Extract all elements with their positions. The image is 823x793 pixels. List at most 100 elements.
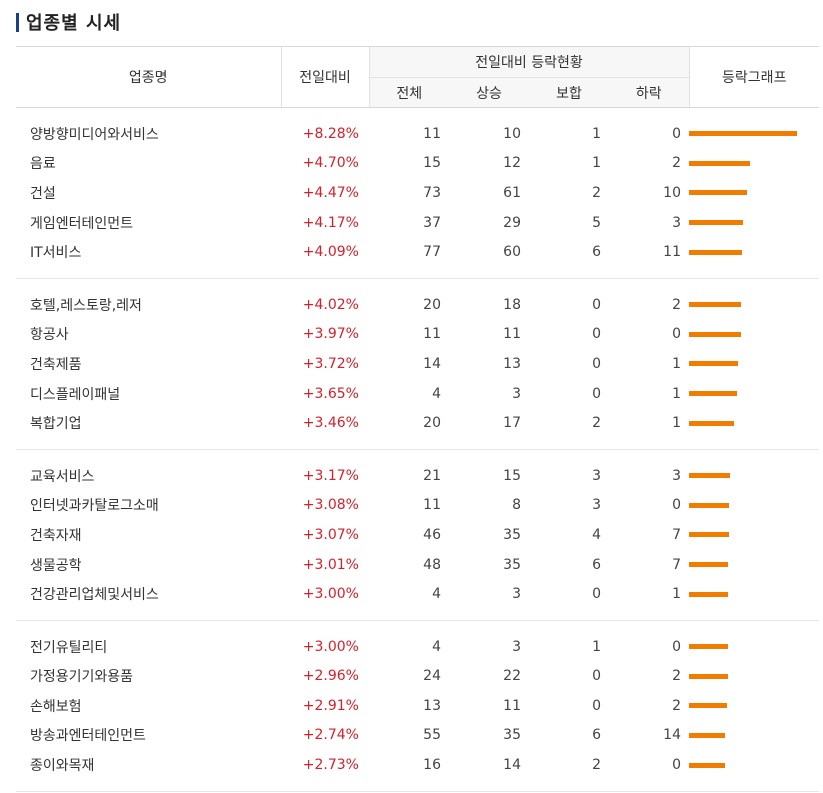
change-rate: +4.17% bbox=[302, 214, 359, 231]
count-up: 35 bbox=[503, 727, 521, 744]
change-bar bbox=[689, 220, 743, 226]
change-bar bbox=[689, 762, 725, 768]
change-graph bbox=[689, 579, 819, 609]
table-row[interactable]: 전기유틸리티 +3.00% 4 3 1 0 bbox=[16, 632, 819, 662]
table-row[interactable]: 생물공학 +3.01% 48 35 6 7 bbox=[16, 550, 819, 580]
count-up: 60 bbox=[503, 244, 521, 261]
change-rate: +2.74% bbox=[302, 727, 359, 744]
table-row[interactable]: 건축자재 +3.07% 46 35 4 7 bbox=[16, 520, 819, 550]
table-row[interactable]: 방송과엔터테인먼트 +2.74% 55 35 6 14 bbox=[16, 721, 819, 751]
table-row[interactable]: 음료 +4.70% 15 12 1 2 bbox=[16, 149, 819, 179]
change-graph bbox=[689, 721, 819, 751]
sector-name-link[interactable]: 손해보험 bbox=[30, 698, 82, 715]
count-up: 35 bbox=[503, 556, 521, 573]
col-header-flat: 보합 bbox=[529, 77, 609, 108]
sector-name-link[interactable]: 종이와목재 bbox=[30, 758, 95, 775]
count-flat: 6 bbox=[592, 727, 601, 744]
table-row[interactable]: 디스플레이패널 +3.65% 4 3 0 1 bbox=[16, 379, 819, 409]
change-rate: +2.96% bbox=[302, 668, 359, 685]
sector-name-link[interactable]: 교육서비스 bbox=[30, 468, 95, 485]
change-graph bbox=[689, 379, 819, 409]
sector-name-link[interactable]: 게임엔터테인먼트 bbox=[30, 215, 134, 232]
change-bar bbox=[689, 331, 741, 337]
sector-name-link[interactable]: 가정용기기와용품 bbox=[30, 669, 134, 686]
count-flat: 4 bbox=[592, 526, 601, 543]
count-total: 20 bbox=[423, 296, 441, 313]
count-total: 46 bbox=[423, 526, 441, 543]
count-down: 0 bbox=[672, 125, 681, 142]
change-bar bbox=[689, 591, 728, 597]
count-flat: 0 bbox=[592, 326, 601, 343]
sector-name-link[interactable]: 디스플레이패널 bbox=[30, 386, 121, 403]
count-down: 3 bbox=[672, 214, 681, 231]
count-up: 3 bbox=[512, 385, 521, 402]
table-row[interactable]: 건강관리업체및서비스 +3.00% 4 3 0 1 bbox=[16, 579, 819, 609]
table-row[interactable]: 양방향미디어와서비스 +8.28% 11 10 1 0 bbox=[16, 119, 819, 149]
change-rate: +3.97% bbox=[302, 326, 359, 343]
count-up: 17 bbox=[503, 415, 521, 432]
count-flat: 0 bbox=[592, 668, 601, 685]
change-graph bbox=[689, 149, 819, 179]
count-total: 55 bbox=[423, 727, 441, 744]
table-body: 양방향미디어와서비스 +8.28% 11 10 1 0 음료 +4.70% 15 12 1 2 건설 +4… bbox=[16, 108, 819, 792]
count-down: 11 bbox=[663, 244, 681, 261]
count-down: 10 bbox=[663, 184, 681, 201]
table-row[interactable]: 가정용기기와용품 +2.96% 24 22 0 2 bbox=[16, 662, 819, 692]
sector-name-link[interactable]: 인터넷과카탈로그소매 bbox=[30, 498, 159, 515]
sector-name-link[interactable]: 전기유틸리티 bbox=[30, 639, 108, 656]
count-total: 73 bbox=[423, 184, 441, 201]
count-total: 48 bbox=[423, 556, 441, 573]
count-total: 20 bbox=[423, 415, 441, 432]
table-row[interactable]: 교육서비스 +3.17% 21 15 3 3 bbox=[16, 461, 819, 491]
sector-name-link[interactable]: IT서비스 bbox=[30, 245, 82, 262]
table-row[interactable]: 게임엔터테인먼트 +4.17% 37 29 5 3 bbox=[16, 208, 819, 238]
sector-name-link[interactable]: 항공사 bbox=[30, 327, 69, 344]
count-up: 11 bbox=[503, 326, 521, 343]
count-down: 2 bbox=[672, 155, 681, 172]
col-header-name: 업종명 bbox=[16, 46, 281, 108]
change-rate: +3.65% bbox=[302, 385, 359, 402]
count-flat: 0 bbox=[592, 697, 601, 714]
change-rate: +3.00% bbox=[302, 586, 359, 603]
sector-name-link[interactable]: 건축자재 bbox=[30, 527, 82, 544]
count-flat: 6 bbox=[592, 244, 601, 261]
change-graph bbox=[689, 491, 819, 521]
table-row[interactable]: 항공사 +3.97% 11 11 0 0 bbox=[16, 320, 819, 350]
count-down: 0 bbox=[672, 638, 681, 655]
sector-name-link[interactable]: 건설 bbox=[30, 185, 56, 202]
table-row[interactable]: 건설 +4.47% 73 61 2 10 bbox=[16, 178, 819, 208]
change-bar bbox=[689, 644, 728, 650]
sector-name-link[interactable]: 건강관리업체및서비스 bbox=[30, 587, 159, 604]
sector-name-link[interactable]: 양방향미디어와서비스 bbox=[30, 126, 159, 143]
count-down: 0 bbox=[672, 497, 681, 514]
sector-name-link[interactable]: 생물공학 bbox=[30, 557, 82, 574]
table-row[interactable]: 호텔,레스토랑,레저 +4.02% 20 18 0 2 bbox=[16, 290, 819, 320]
sector-name-link[interactable]: 호텔,레스토랑,레저 bbox=[30, 297, 142, 314]
table-row[interactable]: IT서비스 +4.09% 77 60 6 11 bbox=[16, 237, 819, 267]
sector-name-link[interactable]: 음료 bbox=[30, 156, 56, 173]
change-rate: +4.09% bbox=[302, 244, 359, 261]
sector-name-link[interactable]: 복합기업 bbox=[30, 416, 82, 433]
count-down: 2 bbox=[672, 296, 681, 313]
change-graph bbox=[689, 750, 819, 780]
table-row[interactable]: 손해보험 +2.91% 13 11 0 2 bbox=[16, 691, 819, 721]
count-total: 21 bbox=[423, 467, 441, 484]
count-up: 12 bbox=[503, 155, 521, 172]
table-row[interactable]: 복합기업 +3.46% 20 17 2 1 bbox=[16, 408, 819, 438]
table-row[interactable]: 종이와목재 +2.73% 16 14 2 0 bbox=[16, 750, 819, 780]
sector-name-link[interactable]: 건축제품 bbox=[30, 356, 82, 373]
count-flat: 5 bbox=[592, 214, 601, 231]
table-row[interactable]: 건축제품 +3.72% 14 13 0 1 bbox=[16, 349, 819, 379]
count-flat: 2 bbox=[592, 415, 601, 432]
change-graph bbox=[689, 320, 819, 350]
change-bar bbox=[689, 562, 728, 568]
count-up: 10 bbox=[503, 125, 521, 142]
change-graph bbox=[689, 290, 819, 320]
sector-name-link[interactable]: 방송과엔터테인먼트 bbox=[30, 728, 146, 745]
count-flat: 1 bbox=[592, 125, 601, 142]
change-rate: +3.17% bbox=[302, 467, 359, 484]
change-rate: +4.02% bbox=[302, 296, 359, 313]
table-row[interactable]: 인터넷과카탈로그소매 +3.08% 11 8 3 0 bbox=[16, 491, 819, 521]
change-bar bbox=[689, 190, 747, 196]
change-bar bbox=[689, 502, 729, 508]
